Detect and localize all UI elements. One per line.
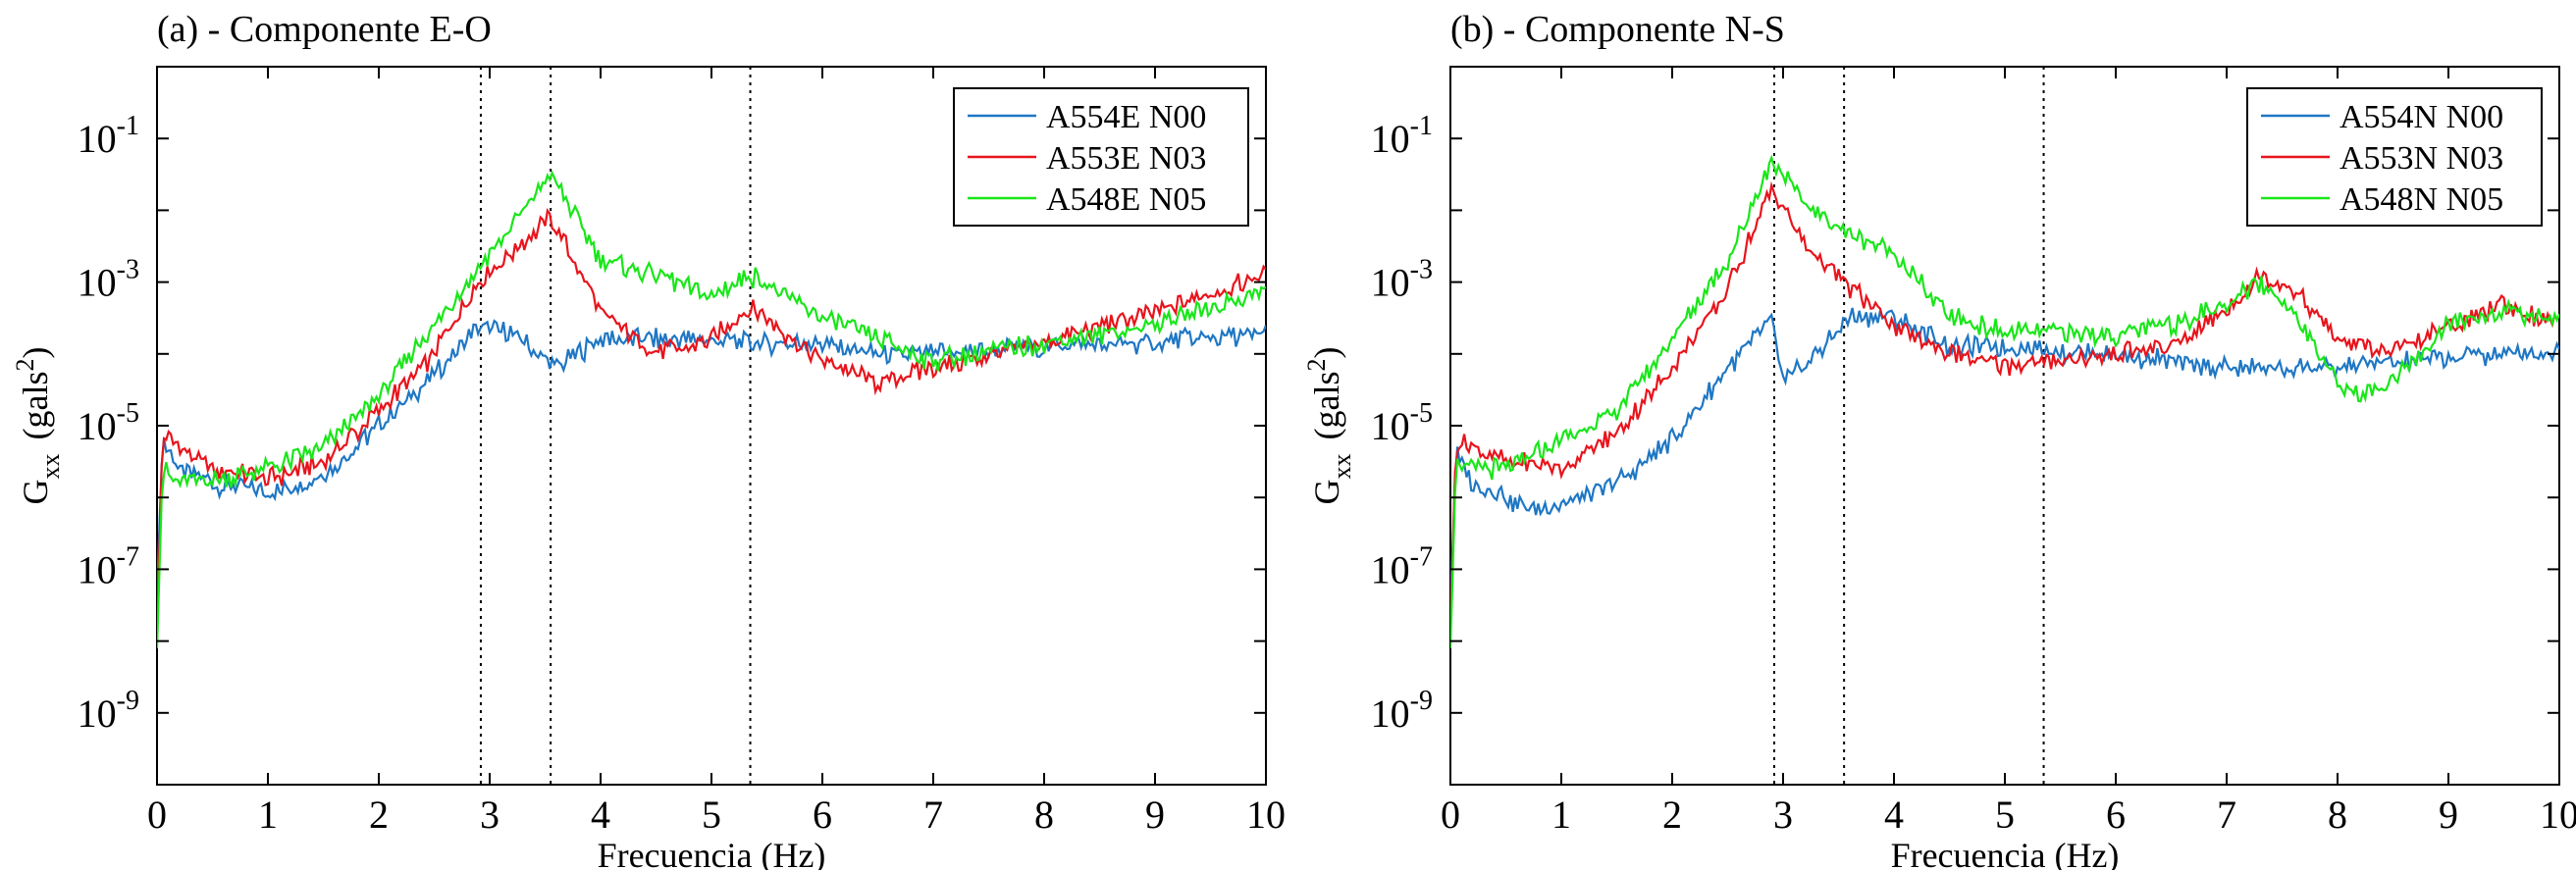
y-tick-exp: -7 [1410, 541, 1433, 572]
y-tick-base: 10 [78, 404, 117, 448]
x-tick-label: 1 [1551, 793, 1571, 837]
y-tick-exp: -7 [117, 541, 139, 572]
x-tick-label: 2 [1662, 793, 1682, 837]
y-axis-label: Gxx (gals2) [11, 347, 65, 505]
legend-label-2: A548N N05 [2339, 181, 2503, 218]
x-tick-label: 0 [147, 793, 167, 837]
chart-title: (a) - Componente E-O [157, 9, 492, 50]
y-tick-base: 10 [78, 117, 117, 161]
y-tick-label: 10-9 [1371, 686, 1433, 736]
y-tick-base: 10 [1371, 117, 1410, 161]
y-tick-base: 10 [1371, 404, 1410, 448]
legend-label-1: A553E N03 [1046, 140, 1206, 177]
x-tick-label: 3 [480, 793, 499, 837]
x-tick-label: 3 [1773, 793, 1793, 837]
legend-label-0: A554N N00 [2339, 99, 2503, 135]
x-tick-label: 5 [702, 793, 721, 837]
y-tick-label: 10-1 [78, 111, 139, 161]
y-label-main: G [16, 479, 55, 504]
y-tick-base: 10 [1371, 261, 1410, 305]
y-label-close: ) [16, 347, 55, 359]
y-tick-label: 10-3 [78, 255, 139, 305]
y-tick-exp: -3 [117, 255, 139, 285]
x-tick-label: 6 [2106, 793, 2126, 837]
x-tick-label: 4 [591, 793, 610, 837]
series-group [1450, 154, 2559, 648]
legend-label-2: A548E N05 [1046, 181, 1206, 218]
y-tick-base: 10 [78, 691, 117, 736]
x-tick-label: 10 [1246, 793, 1286, 837]
y-tick-exp: -9 [1410, 686, 1433, 716]
x-tick-label: 8 [1034, 793, 1054, 837]
x-tick-label: 2 [369, 793, 389, 837]
y-tick-label: 10-1 [1371, 111, 1433, 161]
y-tick-base: 10 [1371, 547, 1410, 591]
series-line-2 [157, 170, 1266, 648]
y-tick-exp: -3 [1410, 255, 1433, 285]
x-tick-label: 10 [2540, 793, 2576, 837]
y-label-unit: (gals [1307, 372, 1346, 440]
y-label-main: G [1307, 479, 1346, 504]
x-tick-label: 7 [2217, 793, 2236, 837]
x-tick-label: 4 [1884, 793, 1904, 837]
x-axis-label: Frecuencia (Hz) [1891, 836, 2120, 870]
y-label-sub: xx [1328, 453, 1356, 479]
x-tick-label: 5 [1995, 793, 2015, 837]
series-group [157, 170, 1266, 648]
legend-label-0: A554E N00 [1046, 99, 1206, 135]
y-tick-label: 10-5 [1371, 398, 1433, 448]
x-tick-label: 9 [1145, 793, 1165, 837]
x-tick-label: 8 [2328, 793, 2347, 837]
y-tick-base: 10 [78, 547, 117, 591]
y-tick-label: 10-9 [78, 686, 139, 736]
y-label-sup: 2 [11, 359, 39, 372]
y-tick-base: 10 [78, 261, 117, 305]
y-tick-exp: -5 [1410, 398, 1433, 429]
y-tick-exp: -5 [117, 398, 139, 429]
series-line-2 [1450, 154, 2559, 648]
x-axis-label: Frecuencia (Hz) [598, 836, 826, 870]
y-label-unit: (gals [16, 372, 55, 440]
x-tick-label: 9 [2439, 793, 2458, 837]
panel-b-ns: (b) - Componente N-S0 1 2 3 4 5 6 7 8 9 1010-910-7… [1302, 9, 2576, 870]
series-line-0 [157, 319, 1266, 591]
y-tick-exp: -9 [117, 686, 139, 716]
y-label-sub: xx [36, 453, 65, 479]
y-label-sup: 2 [1302, 359, 1331, 372]
y-label-close: ) [1307, 347, 1346, 359]
series-line-0 [1450, 307, 2559, 606]
legend-label-1: A553N N03 [2339, 140, 2503, 177]
x-tick-label: 6 [813, 793, 832, 837]
panel-a-eo: (a) - Componente E-O0 1 2 3 4 5 6 7 8 9 1010-910-7… [11, 9, 1286, 870]
y-axis-label: Gxx (gals2) [1302, 347, 1356, 505]
y-tick-label: 10-3 [1371, 255, 1433, 305]
x-tick-label: 7 [923, 793, 943, 837]
y-tick-label: 10-5 [78, 398, 139, 448]
x-tick-label: 1 [258, 793, 278, 837]
x-tick-label: 0 [1441, 793, 1460, 837]
series-line-1 [1450, 180, 2559, 635]
y-tick-label: 10-7 [78, 541, 139, 591]
y-tick-label: 10-7 [1371, 541, 1433, 591]
y-tick-base: 10 [1371, 691, 1410, 736]
chart-title: (b) - Componente N-S [1450, 9, 1785, 50]
y-tick-exp: -1 [1410, 111, 1433, 141]
y-tick-exp: -1 [117, 111, 139, 141]
